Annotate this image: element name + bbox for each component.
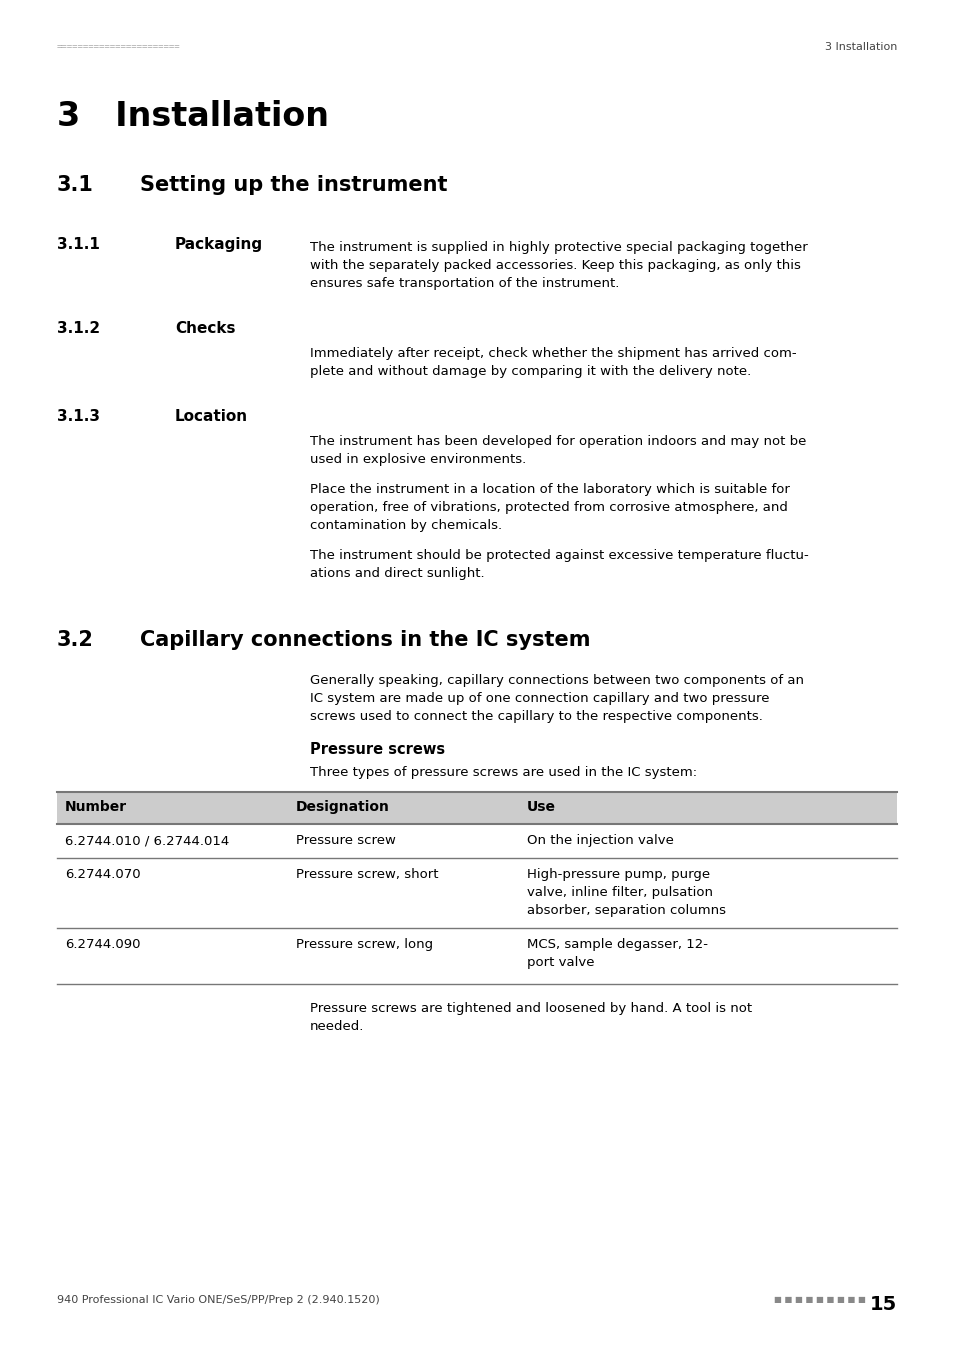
Text: IC system are made up of one connection capillary and two pressure: IC system are made up of one connection … <box>310 693 769 705</box>
Text: absorber, separation columns: absorber, separation columns <box>526 904 725 917</box>
Text: with the separately packed accessories. Keep this packaging, as only this: with the separately packed accessories. … <box>310 259 800 271</box>
Text: contamination by chemicals.: contamination by chemicals. <box>310 518 501 532</box>
Text: Pressure screws are tightened and loosened by hand. A tool is not: Pressure screws are tightened and loosen… <box>310 1002 751 1015</box>
Text: Checks: Checks <box>174 321 235 336</box>
Text: 3.2: 3.2 <box>57 630 93 649</box>
Text: 15: 15 <box>869 1295 896 1314</box>
Text: ■ ■ ■ ■ ■ ■ ■ ■ ■: ■ ■ ■ ■ ■ ■ ■ ■ ■ <box>774 1295 868 1304</box>
Text: Location: Location <box>174 409 248 424</box>
Text: 3.1.3: 3.1.3 <box>57 409 100 424</box>
Text: 3.1.1: 3.1.1 <box>57 238 100 252</box>
Text: Use: Use <box>526 801 556 814</box>
Text: Three types of pressure screws are used in the IC system:: Three types of pressure screws are used … <box>310 765 697 779</box>
Bar <box>57 792 896 824</box>
Text: 3   Installation: 3 Installation <box>57 100 329 134</box>
Text: screws used to connect the capillary to the respective components.: screws used to connect the capillary to … <box>310 710 762 724</box>
Text: plete and without damage by comparing it with the delivery note.: plete and without damage by comparing it… <box>310 364 750 378</box>
Text: On the injection valve: On the injection valve <box>526 834 673 846</box>
Text: Immediately after receipt, check whether the shipment has arrived com-: Immediately after receipt, check whether… <box>310 347 796 360</box>
Text: 940 Professional IC Vario ONE/SeS/PP/Prep 2 (2.940.1520): 940 Professional IC Vario ONE/SeS/PP/Pre… <box>57 1295 379 1305</box>
Text: used in explosive environments.: used in explosive environments. <box>310 454 526 466</box>
Text: The instrument is supplied in highly protective special packaging together: The instrument is supplied in highly pro… <box>310 242 807 254</box>
Text: 6.2744.010 / 6.2744.014: 6.2744.010 / 6.2744.014 <box>65 834 229 846</box>
Text: Packaging: Packaging <box>174 238 263 252</box>
Text: 3 Installation: 3 Installation <box>823 42 896 53</box>
Text: High-pressure pump, purge: High-pressure pump, purge <box>526 868 709 882</box>
Text: needed.: needed. <box>310 1021 364 1033</box>
Text: The instrument should be protected against excessive temperature fluctu-: The instrument should be protected again… <box>310 549 808 562</box>
Text: ensures safe transportation of the instrument.: ensures safe transportation of the instr… <box>310 277 618 290</box>
Text: Setting up the instrument: Setting up the instrument <box>140 176 447 194</box>
Text: Pressure screw: Pressure screw <box>295 834 395 846</box>
Text: valve, inline filter, pulsation: valve, inline filter, pulsation <box>526 886 712 899</box>
Text: Designation: Designation <box>295 801 390 814</box>
Text: port valve: port valve <box>526 956 594 969</box>
Text: Capillary connections in the IC system: Capillary connections in the IC system <box>140 630 590 649</box>
Text: 3.1.2: 3.1.2 <box>57 321 100 336</box>
Text: 6.2744.070: 6.2744.070 <box>65 868 140 882</box>
Text: ations and direct sunlight.: ations and direct sunlight. <box>310 567 484 580</box>
Text: Generally speaking, capillary connections between two components of an: Generally speaking, capillary connection… <box>310 674 803 687</box>
Text: Pressure screws: Pressure screws <box>310 743 445 757</box>
Text: 6.2744.090: 6.2744.090 <box>65 938 140 950</box>
Text: =======================: ======================= <box>57 42 180 51</box>
Text: Pressure screw, short: Pressure screw, short <box>295 868 438 882</box>
Text: 3.1: 3.1 <box>57 176 93 194</box>
Text: The instrument has been developed for operation indoors and may not be: The instrument has been developed for op… <box>310 435 805 448</box>
Text: Place the instrument in a location of the laboratory which is suitable for: Place the instrument in a location of th… <box>310 483 789 495</box>
Text: MCS, sample degasser, 12-: MCS, sample degasser, 12- <box>526 938 707 950</box>
Text: Pressure screw, long: Pressure screw, long <box>295 938 433 950</box>
Text: operation, free of vibrations, protected from corrosive atmosphere, and: operation, free of vibrations, protected… <box>310 501 787 514</box>
Text: Number: Number <box>65 801 127 814</box>
